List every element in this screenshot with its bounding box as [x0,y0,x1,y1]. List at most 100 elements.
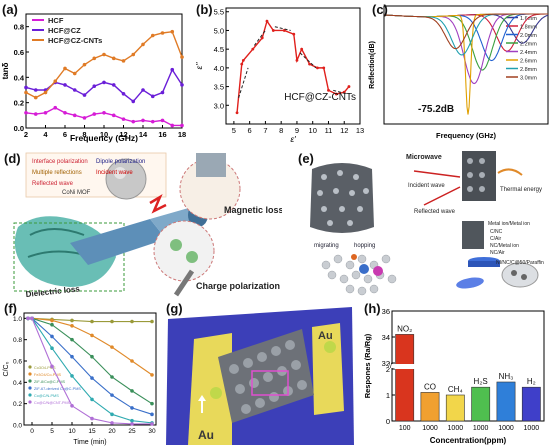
data-point-a [121,117,126,121]
x-tick-label-b: 11 [325,126,333,135]
x-axis-label-f: Time (min) [73,439,106,446]
label-metal-ion: Metal ion/Metal ion [488,221,530,227]
bar-label-h: H₂S [474,377,488,386]
bar-break-h [394,364,415,369]
x-tick-label-a: 16 [158,130,166,139]
y-tick-label-b: 3.5 [214,83,224,92]
panel-b: 5 6 7 8 9 10 11 12 13 3.0 3.5 4.0 4.5 5.0 5.5 ε' ε'' HCF@… [192,0,364,145]
x-tick-label-f: 30 [148,428,156,435]
data-point-f [110,412,114,417]
label-paraffin: NI/NC/C@50/Paraffin [496,260,544,266]
panel-c-label: (c) [372,2,388,17]
data-point-f [110,375,114,379]
data-point-a [53,79,58,83]
data-point-f [50,364,54,369]
x-tick-label-h: 1000 [448,425,464,432]
bar-label-h: NO₂ [397,324,412,333]
legend-label-f: Co3O4-PMS [34,366,56,370]
callout-dielectric-loss: Dielectric loss [25,284,80,297]
data-point-f [110,345,114,349]
y-tick-label-h: 34 [382,333,390,342]
data-point-a [72,88,77,92]
data-point-a [111,113,116,118]
panel-h-label: (h) [364,301,381,316]
data-point-f [50,318,54,323]
panel-b-label: (b) [196,2,213,17]
panel-e-label: (e) [298,151,314,166]
data-point-f [150,373,154,377]
data-point-a [170,67,175,72]
data-point-a [102,52,106,57]
panel-d-label: (d) [4,151,21,166]
x-tick-label-h: 1000 [422,425,438,432]
label-incident-wave: Incident wave [408,183,445,189]
data-point-a [24,85,28,90]
series-line-f-2 [28,317,153,405]
chart-b: 5 6 7 8 9 10 11 12 13 3.0 3.5 4.0 4.5 5.0 5.5 ε' ε'' HCF@… [194,7,364,144]
x-tick-label-b: 7 [263,126,267,135]
data-point-a [24,111,28,115]
dashed-guide-b [253,30,266,46]
legend-interface-polarization: Interface polarization [32,159,88,165]
legend-label-c: 2.4mm [520,50,537,56]
y-tick-label-h: 32 [382,359,390,368]
y-axis-label-a: tanδ [1,62,10,79]
bar-label-h: CO [424,382,436,391]
x-tick-label-h: 1000 [524,425,540,432]
x-tick-label-h: 100 [399,425,411,432]
legend-label-c: 1.6mm [520,16,537,22]
label-c-nc: C/NC [490,229,503,235]
x-tick-label-b: 8 [279,126,283,135]
x-tick-label-a: 4 [43,130,48,139]
data-point-f [90,333,94,338]
plot-frame-c [383,5,549,125]
bar-h-5 [521,386,541,422]
y-tick-label-a: 0.6 [14,48,24,57]
callout-charge-polarization: Charge polarization [196,281,280,291]
data-point-a [160,90,165,95]
data-point-a [121,59,126,63]
chart-f: 0 5 10 15 20 25 30 0.0 0.2 0.4 0.6 0.8 1.0 Time (min)… [3,312,157,446]
data-point-a [111,83,116,87]
data-point-b [260,36,264,40]
series-line-f-1 [28,317,153,376]
panel-e: migrating hopping Microwave Incident wav… [284,147,550,297]
x-tick-label-f: 25 [128,428,136,435]
panel-f-label: (f) [4,301,17,316]
series-line-a-0 [25,106,182,127]
x-tick-label-f: 10 [68,428,76,435]
legend-label-f: Co@C/N-PMS [34,394,59,398]
data-point-f [130,319,134,324]
data-point-a [63,66,67,71]
data-point-f [70,318,74,323]
y-tick-label-b: 5.0 [214,26,224,35]
legend-marker-f [28,365,32,369]
data-point-b [316,66,319,70]
annotation-b: HCF@CZ-CNTs [284,92,356,103]
panel-f: 0 5 10 15 20 25 30 0.0 0.2 0.4 0.6 0.8 1.0 Time (min)… [0,299,160,447]
data-point-a [92,112,97,116]
legend-label-c: 2.0mm [520,33,537,39]
plot-frame-b [225,7,361,125]
data-point-f [130,406,134,410]
label-hopping: hopping [354,243,375,249]
data-point-a [33,88,38,92]
data-point-f [50,322,54,327]
data-point-b [241,58,245,62]
bar-label-h: H₂ [527,377,536,386]
data-point-a [131,99,136,104]
data-point-f [90,319,94,324]
data-point-a [82,116,87,120]
x-tick-label-b: 5 [232,126,236,135]
x-tick-label-h: 1000 [498,425,514,432]
data-point-a [150,94,155,99]
panel-d: Interface polarization Dipole polarizati… [0,147,282,297]
data-point-f [110,393,114,397]
data-point-a [131,119,136,124]
data-point-b [251,47,255,51]
data-point-f [130,422,134,426]
label-microwave: Microwave [406,154,442,161]
data-point-a [150,119,155,124]
data-point-f [70,337,74,342]
legend-label-c: 1.8mm [520,25,537,31]
